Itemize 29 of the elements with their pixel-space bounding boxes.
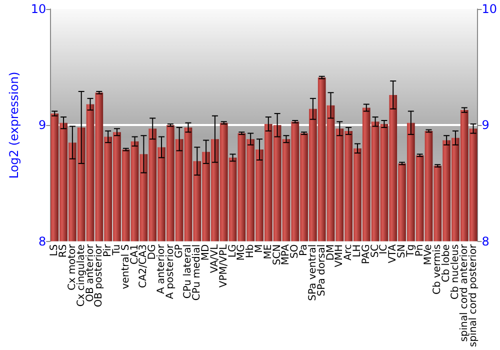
x-tick-label: VA/VL xyxy=(209,244,220,274)
x-tick-label: RS xyxy=(58,244,70,258)
x-tick-label: OB posterior xyxy=(94,243,105,308)
x-tick-label: Pa xyxy=(298,244,310,256)
x-tick-label: SPa dorsal xyxy=(316,244,328,296)
x-tick-label: ventral S xyxy=(120,244,132,290)
x-tick-label: ME xyxy=(262,244,274,260)
x-tick-label: GP xyxy=(174,244,185,258)
x-tick-label: DG xyxy=(147,244,158,260)
x-tick-label: Tg xyxy=(405,244,416,258)
x-tick-label: VPM/VPL xyxy=(218,244,230,288)
x-tick-label: M xyxy=(254,244,265,253)
y2-tick-label: 10 xyxy=(482,2,498,16)
y-tick-label: 9 xyxy=(38,118,46,132)
y2-tick-label: 9 xyxy=(482,118,490,132)
y-tick-label: 10 xyxy=(30,2,46,16)
x-tick-label: LH xyxy=(352,244,363,258)
x-tick-label: MVe xyxy=(423,244,434,266)
x-tick-label: spinal cord posterior xyxy=(468,243,479,348)
x-tick-label: PAG xyxy=(360,244,372,264)
y-tick-label: 8 xyxy=(38,234,46,248)
x-tick-label: A posterior xyxy=(164,243,176,300)
x-tick-label: Cb lobe xyxy=(441,244,452,282)
x-tick-label: spinal cord anterior xyxy=(458,243,470,342)
y2-tick-label: 8 xyxy=(482,234,490,248)
x-tick-label: Tu xyxy=(111,244,122,256)
x-tick-label: Cx cingulate xyxy=(76,244,87,307)
y-axis-title: Log2 (expression) xyxy=(7,72,21,179)
x-tick-label: SCN xyxy=(272,244,283,266)
